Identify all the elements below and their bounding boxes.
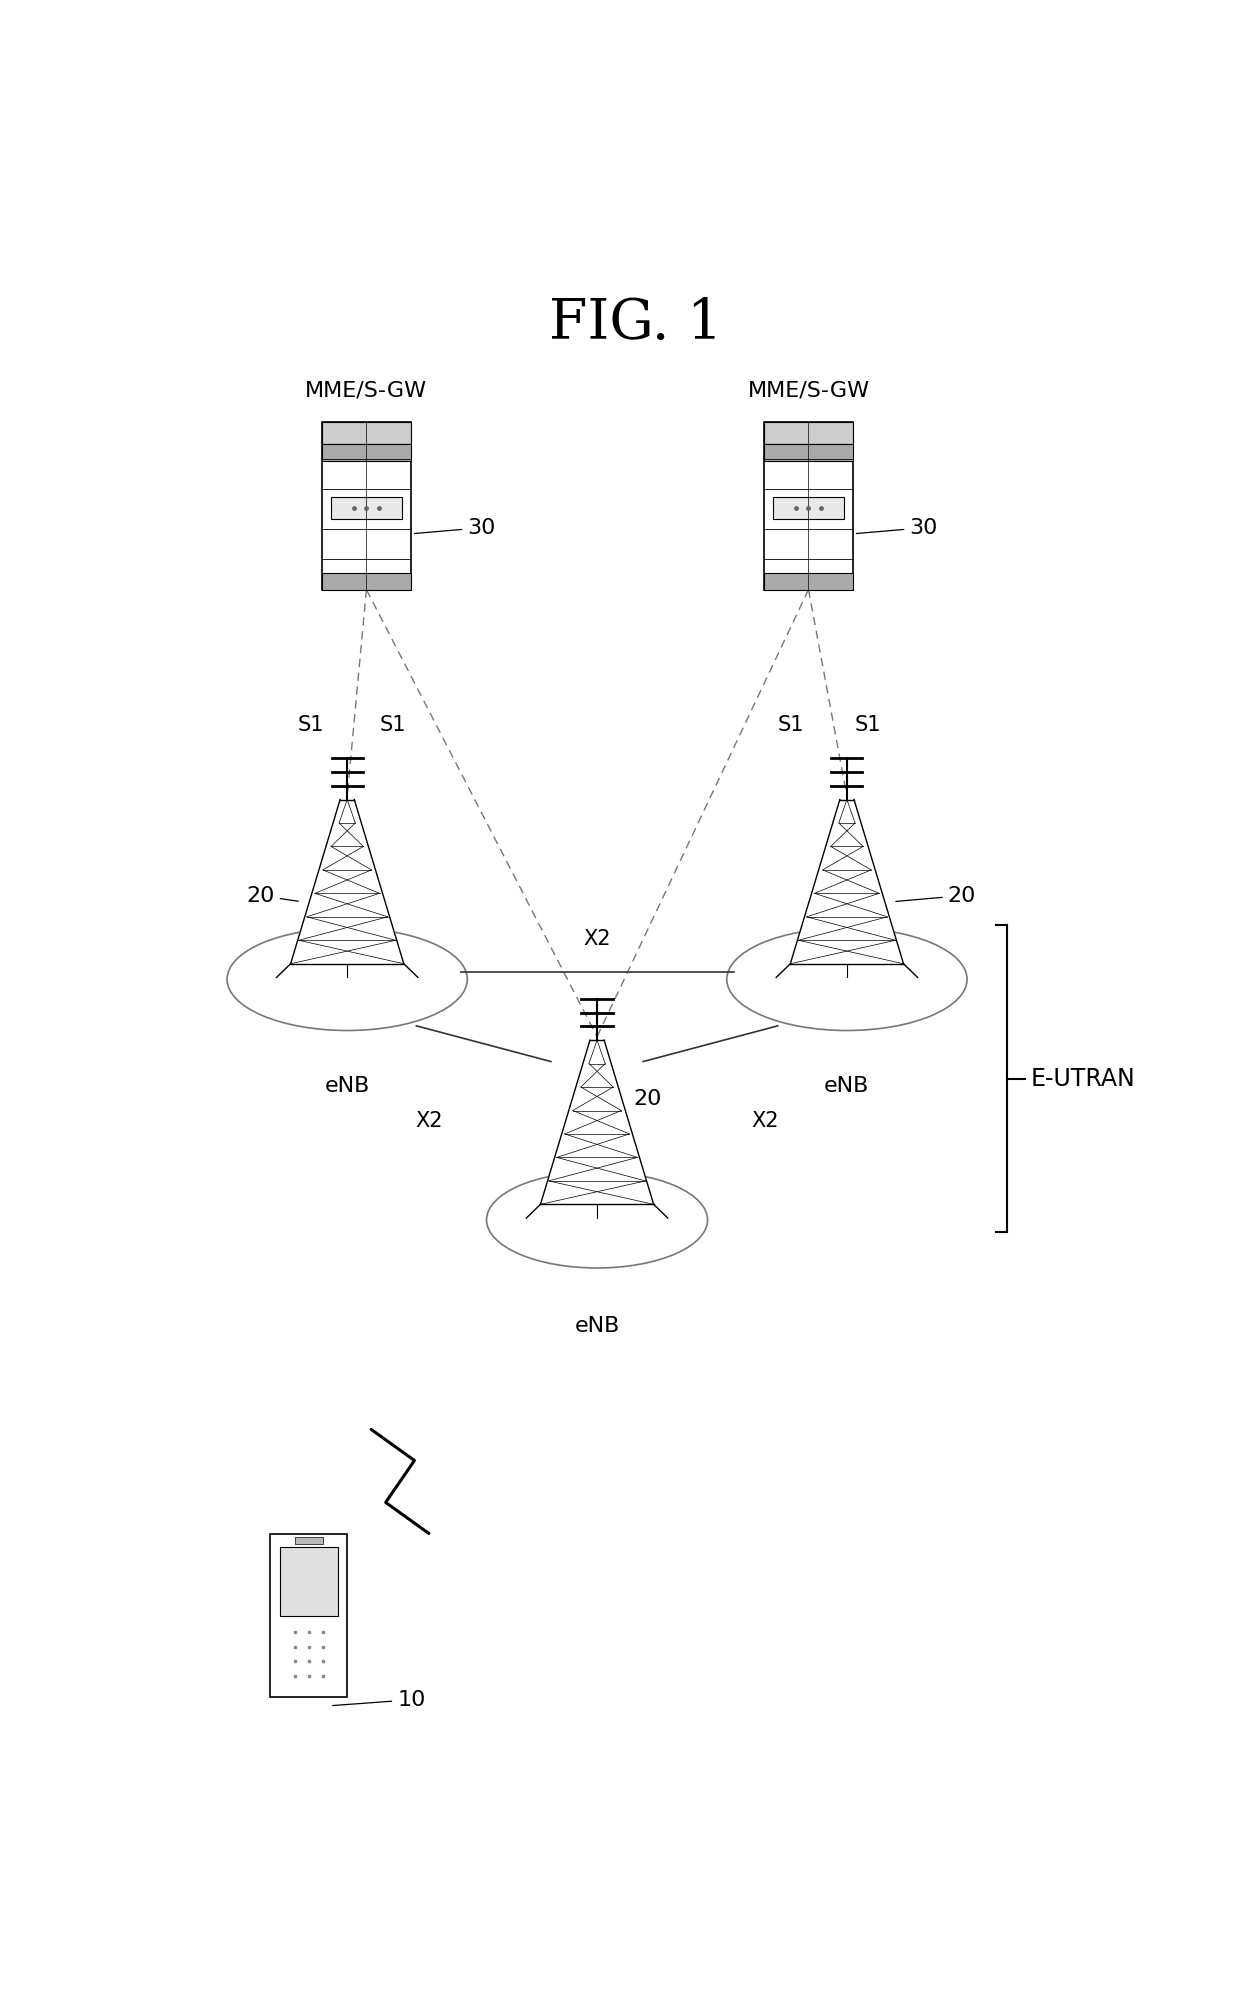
Text: X2: X2: [583, 929, 611, 950]
Text: eNB: eNB: [574, 1316, 620, 1337]
Bar: [270, 1534, 347, 1697]
Bar: [764, 421, 853, 589]
Bar: [773, 498, 844, 520]
Text: MME/S-GW: MME/S-GW: [305, 381, 428, 401]
Bar: [764, 573, 853, 589]
Text: S1: S1: [381, 716, 407, 736]
Text: S1: S1: [854, 716, 882, 736]
Polygon shape: [290, 800, 404, 964]
Text: X2: X2: [415, 1111, 443, 1131]
Text: S1: S1: [298, 716, 324, 736]
Text: 30: 30: [857, 518, 937, 538]
Text: FIG. 1: FIG. 1: [549, 296, 722, 351]
Bar: [295, 1538, 322, 1544]
Polygon shape: [541, 1040, 653, 1204]
Polygon shape: [790, 800, 904, 964]
Bar: [331, 498, 402, 520]
Text: MME/S-GW: MME/S-GW: [748, 381, 869, 401]
Bar: [764, 421, 853, 444]
Bar: [322, 421, 410, 444]
Text: eNB: eNB: [825, 1075, 869, 1095]
Text: eNB: eNB: [325, 1075, 370, 1095]
Text: 20: 20: [247, 885, 299, 905]
Text: S1: S1: [777, 716, 805, 736]
Text: 30: 30: [414, 518, 496, 538]
Text: E-UTRAN: E-UTRAN: [1030, 1066, 1136, 1091]
Bar: [322, 421, 410, 589]
Text: 20: 20: [634, 1089, 662, 1109]
Bar: [322, 573, 410, 589]
Text: 10: 10: [332, 1689, 425, 1710]
Bar: [322, 444, 410, 460]
Text: 20: 20: [895, 885, 976, 905]
Text: X2: X2: [751, 1111, 779, 1131]
Bar: [279, 1546, 339, 1615]
Bar: [764, 444, 853, 460]
